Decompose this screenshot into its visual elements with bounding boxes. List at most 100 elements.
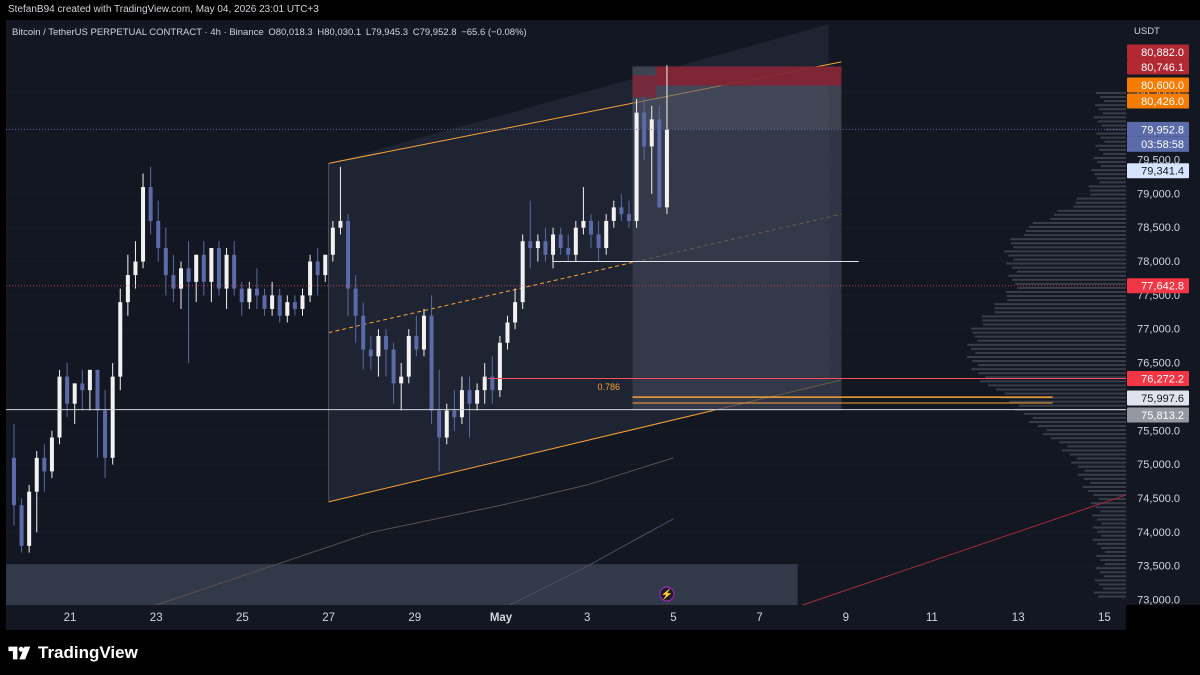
- candles-layer: [11, 65, 669, 553]
- volume-bar: [1023, 412, 1126, 415]
- volume-bar: [1007, 299, 1126, 302]
- volume-bar: [1069, 453, 1126, 456]
- volume-bar: [1093, 591, 1126, 594]
- candle-body: [497, 342, 502, 391]
- candle-body: [277, 295, 282, 316]
- volume-bar: [1097, 161, 1126, 164]
- candle-body: [626, 214, 631, 221]
- candle-body: [520, 241, 525, 303]
- volume-bar: [1076, 457, 1126, 460]
- candle-body: [118, 302, 123, 377]
- volume-bar: [971, 368, 1126, 371]
- volume-bar: [1095, 506, 1126, 509]
- volume-bar: [977, 339, 1126, 342]
- candle-body: [384, 336, 389, 350]
- candle-body: [619, 207, 624, 215]
- candle-body: [19, 505, 24, 546]
- price-label-text: 75,997.6: [1141, 393, 1184, 405]
- candle-body: [535, 241, 540, 248]
- position-reward-zone: [632, 129, 842, 411]
- candle-body: [201, 254, 206, 282]
- candle-body: [216, 248, 221, 289]
- overlay-layer: 0.786 ⚡: [6, 128, 1127, 606]
- x-tick-label: 15: [1098, 612, 1111, 624]
- volume-bar: [1005, 291, 1126, 293]
- volume-bar: [1032, 221, 1126, 224]
- volume-bar: [1102, 587, 1126, 590]
- ohlc-close: C79,952.8: [412, 27, 457, 38]
- candle-body: [361, 315, 366, 350]
- candle-body: [65, 376, 70, 404]
- candle-body: [604, 220, 609, 248]
- volume-bar: [1099, 571, 1126, 574]
- candle-body: [186, 268, 191, 282]
- volume-bar: [1062, 449, 1126, 452]
- volume-bar: [1090, 502, 1126, 505]
- volume-bar: [1100, 136, 1126, 139]
- candle-body: [429, 315, 434, 411]
- brand-text: TradingView: [38, 643, 138, 662]
- volume-bar: [1089, 189, 1126, 192]
- volume-bar: [1003, 250, 1126, 253]
- volume-bar: [1092, 514, 1126, 517]
- trend-line-red: [802, 494, 1127, 606]
- candle-body: [543, 241, 548, 255]
- candle-body: [551, 234, 556, 255]
- candle-body: [27, 491, 32, 546]
- currency-label: USDT: [1134, 26, 1160, 37]
- price-label-bg: [1127, 93, 1189, 109]
- volume-bar: [1104, 563, 1126, 566]
- volume-bar: [1018, 404, 1126, 407]
- stop-zone-left: [632, 75, 657, 98]
- time-axis[interactable]: [6, 605, 1126, 630]
- volume-bar: [1088, 185, 1126, 188]
- tradingview-brand[interactable]: TradingView: [8, 643, 138, 663]
- x-tick-label: 23: [150, 612, 163, 624]
- volume-bar: [994, 303, 1126, 306]
- candle-body: [353, 288, 358, 316]
- candle-body: [611, 207, 616, 221]
- price-label-text: 80,600.0: [1141, 80, 1184, 92]
- price-label-bg: [1127, 77, 1189, 93]
- volume-bar: [1077, 465, 1126, 468]
- x-tick-label: 11: [926, 612, 938, 624]
- volume-bar: [1095, 567, 1126, 570]
- candle-body: [171, 275, 176, 289]
- candle-body: [475, 390, 480, 404]
- volume-bar: [1015, 282, 1126, 285]
- volume-bar: [1009, 400, 1126, 403]
- volume-bar: [1083, 477, 1126, 480]
- price-label-text: 80,882.0: [1141, 47, 1184, 59]
- candle-body: [209, 248, 214, 282]
- candle-body: [110, 376, 115, 458]
- volume-bar: [1095, 144, 1126, 147]
- volume-bar: [1010, 238, 1126, 241]
- candle-body: [49, 437, 54, 472]
- volume-bar: [1097, 595, 1126, 598]
- price-axis[interactable]: [1126, 20, 1200, 605]
- volume-bar: [994, 307, 1126, 310]
- price-labels: 80,882.0 80,746.1 80,600.0 80,426.0 79,952.8…: [1127, 44, 1189, 423]
- volume-bar: [1088, 490, 1126, 493]
- volume-bar: [978, 372, 1126, 375]
- volume-bar: [1028, 226, 1126, 229]
- candle-body: [467, 390, 472, 404]
- price-label-text: 77,642.8: [1141, 281, 1184, 293]
- symbol-name: Bitcoin / TetherUS PERPETUAL CONTRACT · …: [12, 27, 264, 38]
- volume-bar: [1082, 485, 1126, 488]
- volume-bar: [1101, 546, 1126, 549]
- price-label-bg: [1127, 278, 1189, 294]
- candle-body: [452, 410, 457, 418]
- fib-label: 0.786: [597, 382, 620, 392]
- tradingview-logo-icon: [8, 646, 31, 660]
- volume-bar: [1053, 213, 1126, 216]
- price-label-bg: [1127, 59, 1189, 75]
- candle-body: [87, 369, 92, 391]
- volume-bar: [1025, 230, 1126, 233]
- volume-bar: [985, 376, 1126, 379]
- volume-bar: [1103, 100, 1126, 103]
- volume-bar: [1090, 193, 1126, 196]
- candle-body: [566, 248, 571, 255]
- volume-bar: [1071, 461, 1126, 464]
- x-tick-label: 5: [670, 612, 676, 624]
